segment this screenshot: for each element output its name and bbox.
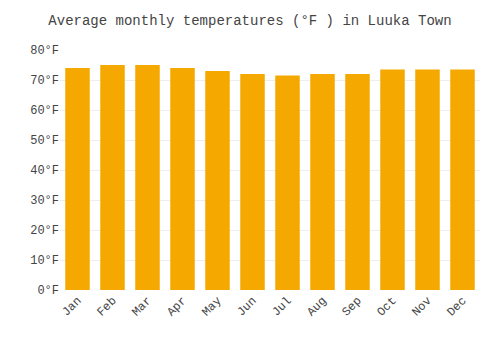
svg-text:Jun: Jun <box>234 294 259 319</box>
svg-text:Mar: Mar <box>129 294 154 319</box>
svg-text:20°F: 20°F <box>30 224 59 238</box>
svg-text:40°F: 40°F <box>30 164 59 178</box>
svg-text:60°F: 60°F <box>30 104 59 118</box>
svg-text:Jul: Jul <box>269 294 294 319</box>
svg-text:Dec: Dec <box>444 294 469 319</box>
svg-text:0°F: 0°F <box>37 284 59 298</box>
svg-text:Average monthly temperatures (: Average monthly temperatures (°F ) in Lu… <box>48 13 451 29</box>
svg-text:Feb: Feb <box>94 294 119 319</box>
svg-text:May: May <box>199 294 224 319</box>
svg-text:Sep: Sep <box>339 294 364 319</box>
svg-text:10°F: 10°F <box>30 254 59 268</box>
svg-text:Apr: Apr <box>164 294 189 319</box>
svg-text:Aug: Aug <box>304 294 329 319</box>
svg-text:Oct: Oct <box>374 294 399 319</box>
svg-text:Jan: Jan <box>59 294 84 319</box>
svg-text:50°F: 50°F <box>30 134 59 148</box>
svg-text:30°F: 30°F <box>30 194 59 208</box>
svg-text:70°F: 70°F <box>30 74 59 88</box>
svg-text:Nov: Nov <box>409 294 434 319</box>
svg-text:80°F: 80°F <box>30 44 59 58</box>
